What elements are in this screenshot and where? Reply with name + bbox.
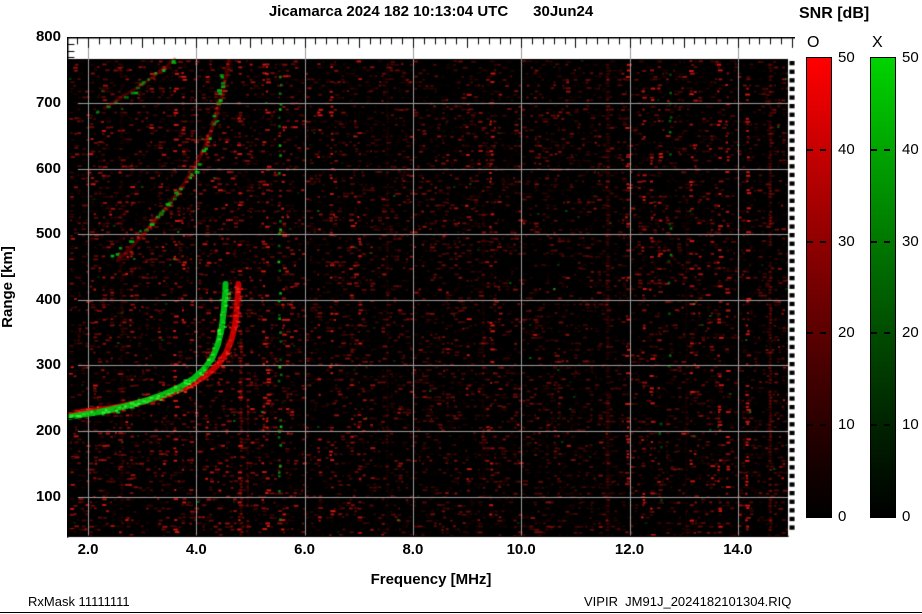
page-title: Jicamarca 2024 182 10:13:04 UTC 30Jun24: [268, 3, 594, 20]
colorbar-dash-tick: [871, 332, 895, 334]
colorbar-o-gradient: [806, 57, 832, 518]
colorbar-dash-tick: [871, 149, 895, 151]
colorbar-tick-value: 10: [838, 416, 855, 434]
source-file-label: VIPIR JM91J_2024182101304.RIQ: [584, 594, 792, 609]
colorbar-tick-value: 50: [902, 49, 919, 66]
colorbar-x-gradient: [870, 57, 896, 518]
colorbar-dash-tick: [807, 424, 831, 426]
colorbar-tick-value: 20: [838, 324, 855, 342]
x-tick-label: 14.0: [723, 541, 753, 558]
x-tick-label: 6.0: [294, 541, 316, 558]
y-tick-label: 600: [35, 159, 61, 177]
rxmask-status: RxMask 11111111: [28, 594, 130, 609]
colorbar-x-label: X: [872, 34, 883, 51]
colorbar-tick-value: 40: [902, 140, 919, 158]
x-tick-label: 10.0: [506, 541, 536, 558]
y-tick-label: 200: [35, 422, 61, 439]
colorbar-tick-value: 30: [838, 232, 855, 250]
y-axis-label: Range [km]: [0, 246, 16, 328]
colorbar-title: SNR [dB]: [799, 5, 870, 22]
y-tick-label: 700: [35, 94, 61, 111]
colorbar-tick-value: 0: [838, 508, 847, 525]
x-tick-label: 4.0: [185, 541, 207, 558]
y-tick-label: 300: [35, 356, 61, 374]
colorbar-dash-tick: [871, 424, 895, 426]
y-tick-label: 500: [35, 225, 61, 243]
y-tick-label: 100: [35, 487, 61, 505]
colorbar-tick-value: 50: [838, 49, 855, 66]
ionogram-plot: [67, 37, 795, 538]
window-bottom-border: [0, 612, 922, 613]
y-tick-label: 400: [35, 290, 61, 308]
x-tick-label: 12.0: [614, 541, 645, 558]
colorbar-dash-tick: [807, 332, 831, 334]
colorbar-tick-value: 20: [902, 324, 919, 342]
colorbar-o-label: O: [807, 34, 820, 51]
colorbar-dash-tick: [871, 241, 895, 243]
colorbar-dash-tick: [807, 241, 831, 243]
colorbar-tick-value: 30: [902, 232, 919, 250]
colorbar-dash-tick: [807, 149, 831, 151]
x-tick-label: 8.0: [402, 541, 424, 558]
y-tick-label: 800: [35, 28, 61, 46]
x-tick-label: 2.0: [77, 541, 99, 558]
colorbar-tick-value: 0: [902, 508, 911, 525]
colorbar-tick-value: 40: [838, 140, 855, 158]
x-axis-label: Frequency [MHz]: [370, 571, 492, 588]
colorbar-tick-value: 10: [902, 416, 919, 434]
